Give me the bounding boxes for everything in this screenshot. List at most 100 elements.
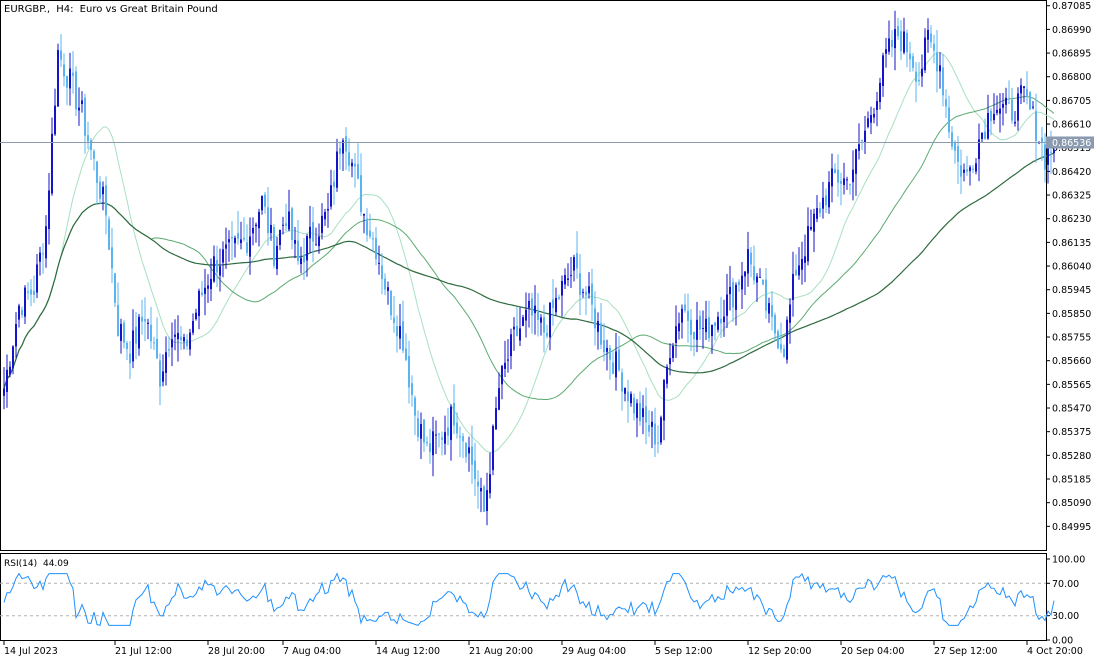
candle-body: [93, 151, 95, 159]
candle-body: [435, 434, 437, 436]
candle-body: [888, 38, 890, 52]
candle-body: [267, 207, 269, 234]
candle-body: [978, 139, 980, 160]
candle-body: [939, 65, 941, 72]
candle-body: [942, 67, 944, 96]
candle-body: [327, 208, 329, 211]
candle-body: [420, 424, 422, 439]
candle-body: [801, 258, 803, 270]
candle-body: [1014, 121, 1016, 124]
candle-body: [1020, 85, 1022, 94]
candle-body: [381, 265, 383, 280]
candle-body: [987, 113, 989, 139]
candle-body: [774, 315, 776, 334]
candle-body: [966, 169, 968, 172]
candle-body: [756, 276, 758, 283]
candle-body: [750, 252, 752, 265]
candle-body: [213, 256, 215, 282]
candle-body: [525, 309, 527, 321]
candle-body: [432, 431, 434, 456]
candle-body: [894, 29, 896, 49]
instrument-description: Euro vs Great Britain Pound: [80, 4, 218, 15]
candle-body: [936, 52, 938, 72]
candle-body: [384, 278, 386, 290]
candle-body: [96, 161, 98, 183]
candle-body: [630, 393, 632, 404]
candle-body: [330, 185, 332, 207]
candle-body: [1002, 104, 1004, 108]
price-tick-label: 0.85470: [1052, 404, 1091, 415]
candle-body: [345, 136, 347, 152]
candle-body: [1005, 97, 1007, 105]
candle-body: [483, 486, 485, 512]
candle-body: [78, 107, 80, 111]
candle-body: [594, 308, 596, 329]
candle-body: [132, 330, 134, 362]
candle-body: [945, 99, 947, 107]
candle-body: [348, 152, 350, 166]
candle-body: [546, 332, 548, 337]
time-tick-label: 14 Jul 2023: [4, 646, 58, 657]
candle-body: [843, 178, 845, 186]
candle-body: [780, 344, 782, 350]
candle-body: [486, 490, 488, 512]
candle-body: [849, 184, 851, 186]
candle-body: [816, 208, 818, 219]
rsi-tick-label: 30.00: [1052, 611, 1079, 622]
price-axis: 0.87085 0.86990 0.86895 0.86800 0.86705 0.866…: [1046, 1, 1091, 533]
candle-body: [927, 29, 929, 40]
candle-body: [783, 348, 785, 357]
candle-body: [834, 169, 836, 174]
price-tick-label: 0.86230: [1052, 214, 1091, 225]
candle-body: [159, 360, 161, 387]
candle-body: [1044, 144, 1046, 170]
candle-body: [255, 224, 257, 227]
candle-body: [882, 55, 884, 86]
candle-body: [342, 140, 344, 154]
candle-body: [591, 283, 593, 305]
candle-body: [828, 182, 830, 208]
candle-body: [219, 266, 221, 276]
candle-body: [933, 43, 935, 51]
candle-body: [201, 292, 203, 295]
current-price-tag: [1046, 136, 1094, 149]
candle-body: [45, 226, 47, 259]
candle-body: [27, 291, 29, 293]
candle-body: [777, 331, 779, 349]
price-tick-label: 0.86610: [1052, 120, 1091, 131]
candle-body: [186, 339, 188, 346]
time-tick-label: 14 Aug 12:00: [376, 646, 440, 657]
candle-body: [522, 317, 524, 326]
candle-body: [903, 31, 905, 53]
symbol-label: EURGBP.,: [4, 4, 50, 15]
candle-body: [858, 144, 860, 151]
candle-body: [600, 323, 602, 345]
candle-body: [657, 442, 659, 444]
candle-body: [156, 338, 158, 359]
candle-body: [519, 328, 521, 341]
candle-body: [831, 168, 833, 187]
candle-body: [1041, 137, 1043, 144]
candle-body: [762, 279, 764, 285]
candle-body: [303, 255, 305, 263]
candle-body: [87, 135, 89, 142]
candle-body: [198, 290, 200, 317]
candle-body: [489, 474, 491, 494]
candle-body: [684, 304, 686, 311]
candle-body: [30, 289, 32, 295]
candle-body: [39, 252, 41, 262]
candle-body: [3, 388, 5, 396]
candle-body: [387, 287, 389, 291]
time-tick-label: 5 Sep 12:00: [655, 646, 712, 657]
candle-body: [279, 229, 281, 246]
candle-body: [189, 332, 191, 350]
candle-body: [474, 460, 476, 479]
candle-body: [240, 239, 242, 244]
candle-body: [957, 146, 959, 162]
candle-body: [270, 224, 272, 234]
candle-body: [258, 211, 260, 229]
candle-body: [705, 318, 707, 333]
candle-body: [60, 50, 62, 60]
